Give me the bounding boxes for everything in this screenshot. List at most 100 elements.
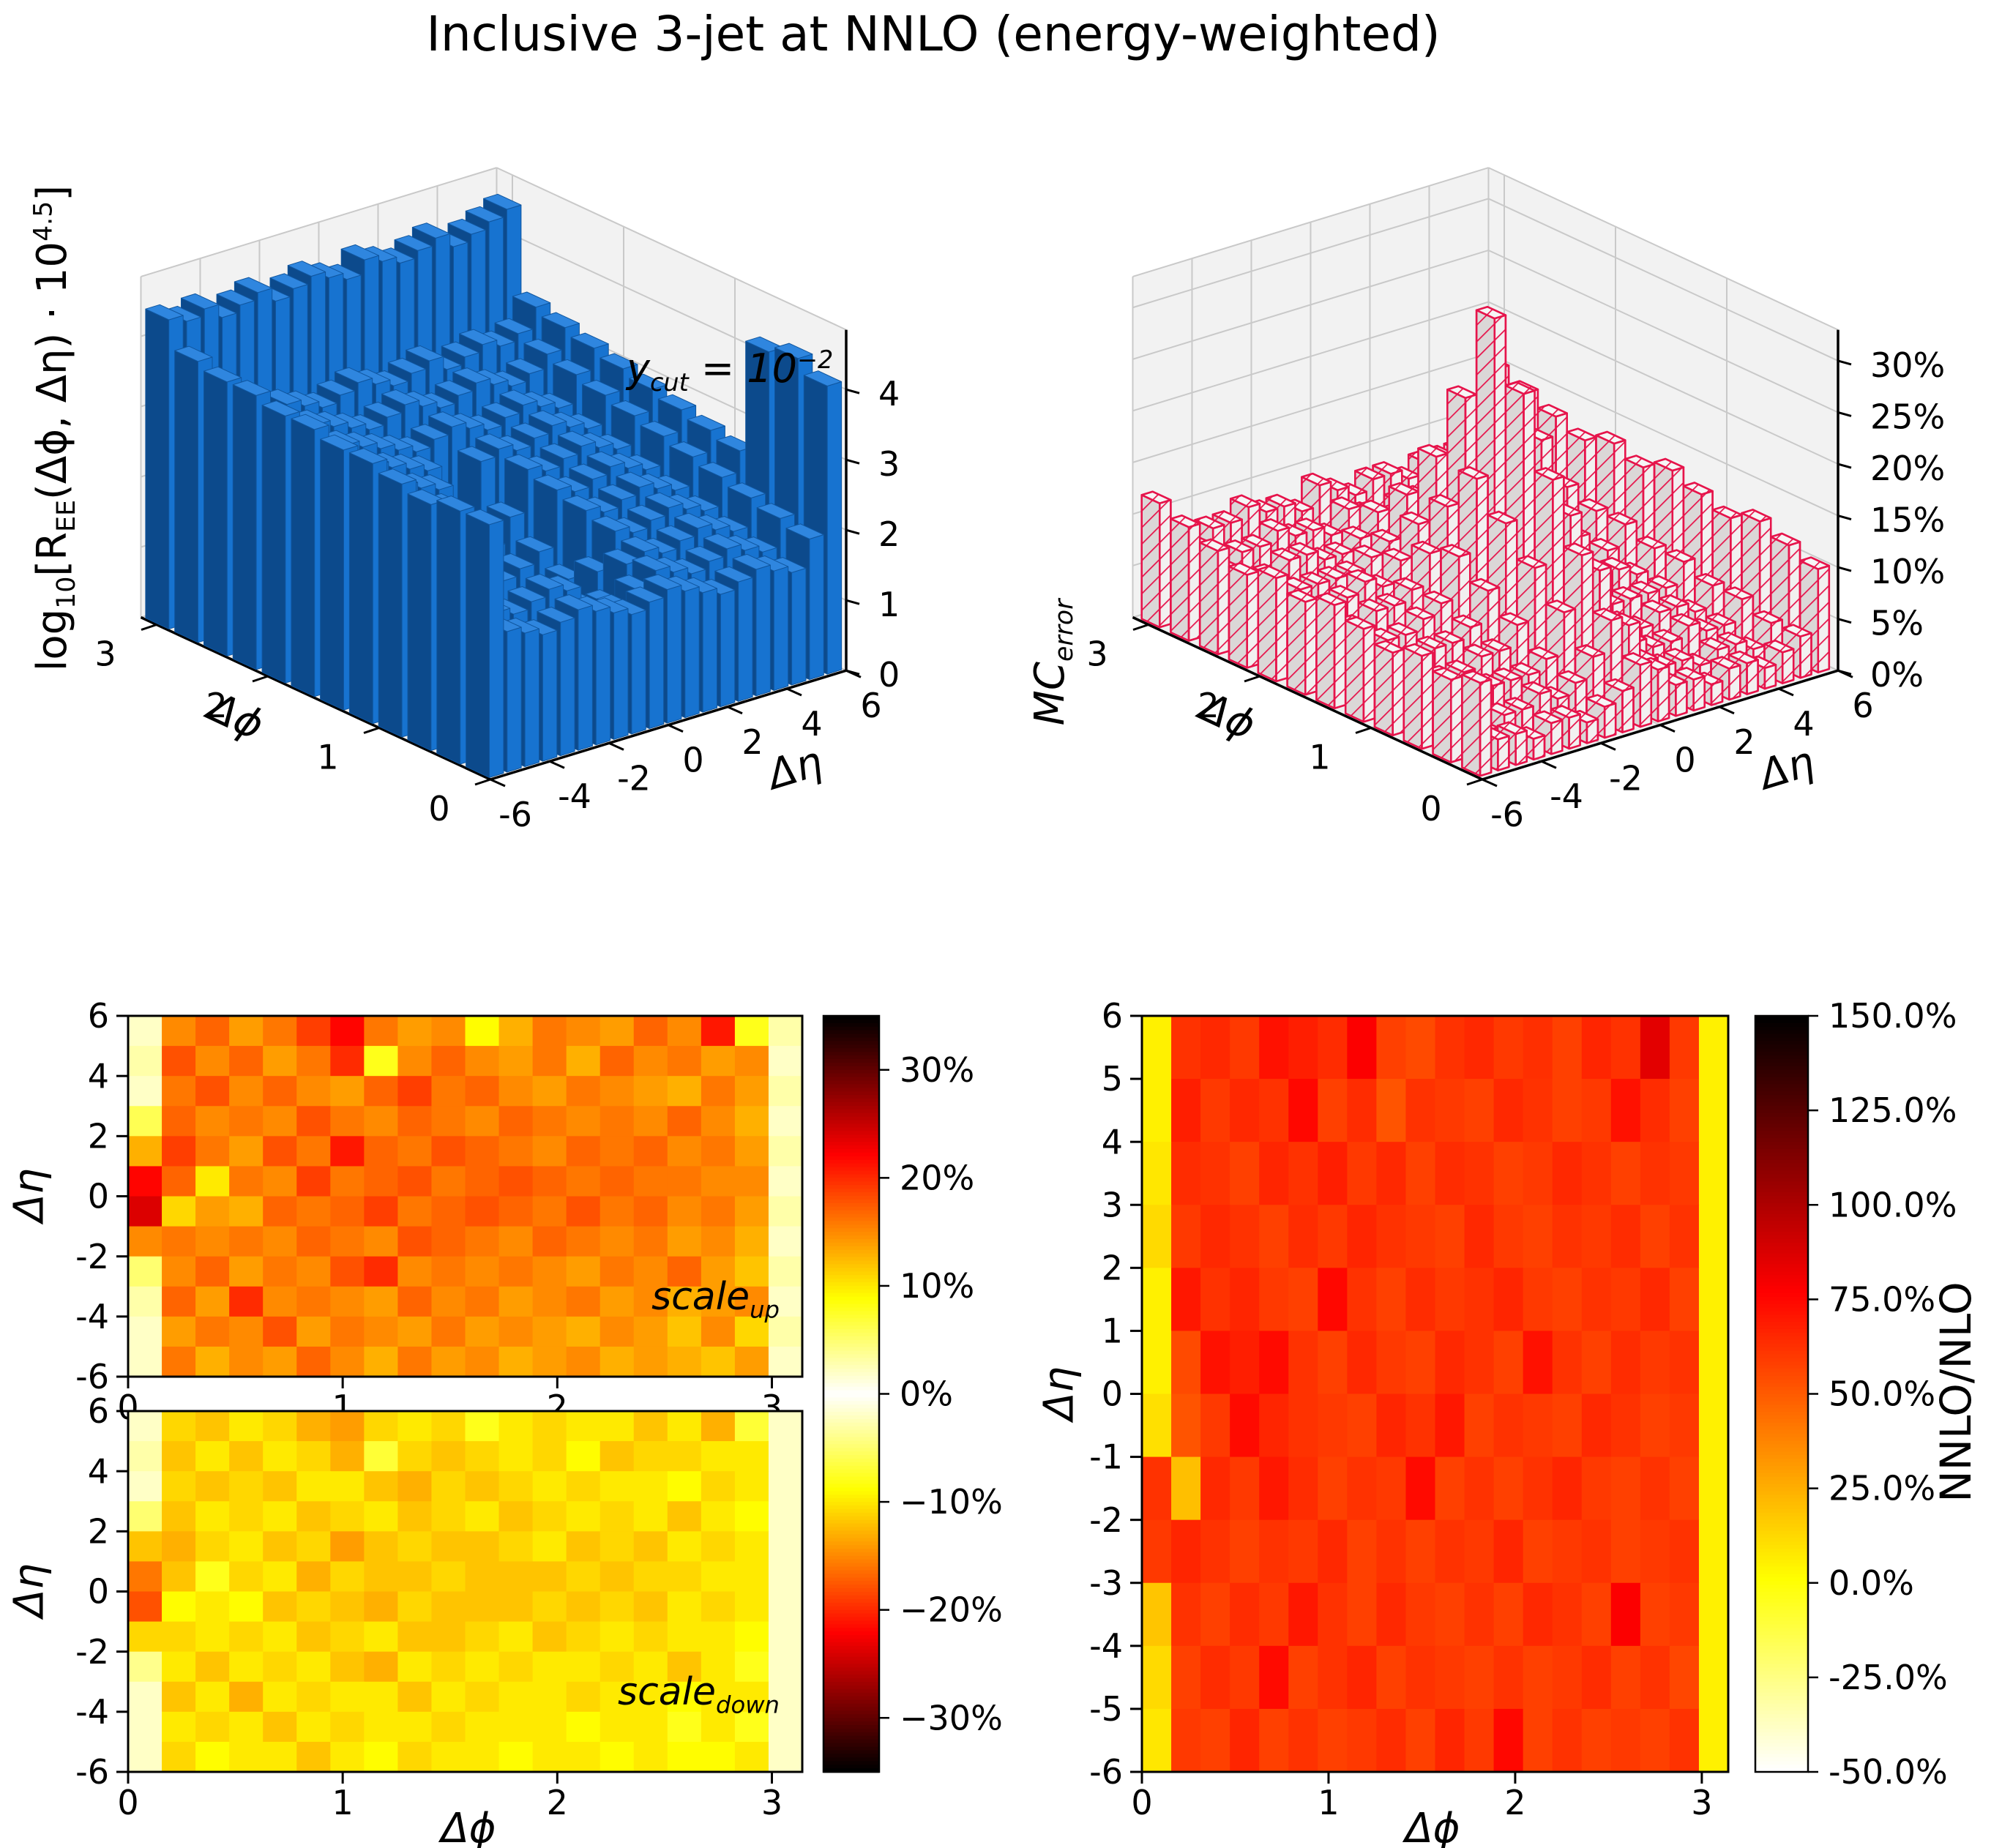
svg-text:-2: -2 (617, 758, 651, 798)
ycut-annotation: ycut = 10−2 (627, 345, 834, 397)
svg-text:-4: -4 (1089, 1626, 1123, 1666)
svg-text:25%: 25% (1870, 397, 1945, 436)
svg-text:100.0%: 100.0% (1829, 1185, 1957, 1224)
svg-text:-6: -6 (1089, 1752, 1123, 1792)
svg-text:6: 6 (88, 996, 109, 1036)
svg-text:4: 4 (1102, 1122, 1123, 1161)
svg-text:-3: -3 (1089, 1563, 1123, 1603)
ratio-ylabel: Δη (1035, 1366, 1083, 1421)
svg-text:0: 0 (1674, 741, 1695, 780)
svg-text:1: 1 (1309, 738, 1330, 777)
svg-text:-4: -4 (1550, 777, 1583, 816)
ratio-colorbar: 150.0% 125.0% 100.0% 75.0% 50.0% 25.0% 0.0% -25… (1754, 996, 1957, 1792)
svg-text:4: 4 (88, 1056, 109, 1096)
svg-text:0: 0 (878, 655, 900, 695)
scale-up-ylabel: Δη (5, 1168, 53, 1222)
svg-text:2: 2 (547, 1783, 568, 1822)
svg-text:20%: 20% (1870, 449, 1945, 488)
svg-text:3: 3 (94, 635, 116, 674)
svg-text:125.0%: 125.0% (1829, 1091, 1957, 1130)
svg-text:-6: -6 (498, 795, 532, 834)
svg-text:-4: -4 (75, 1297, 109, 1336)
svg-text:25.0%: 25.0% (1829, 1469, 1935, 1508)
svg-text:-5: -5 (1089, 1689, 1123, 1729)
svg-text:0: 0 (1131, 1783, 1152, 1822)
svg-text:0: 0 (117, 1783, 138, 1822)
svg-text:-2: -2 (1609, 758, 1643, 798)
scale-up-annotation: scaleup (651, 1275, 780, 1324)
svg-text:-1: -1 (1089, 1437, 1123, 1477)
scale-down-xlabel: Δϕ (441, 1805, 496, 1848)
svg-text:4: 4 (878, 374, 900, 414)
svg-text:2: 2 (742, 722, 763, 762)
svg-text:Δη: Δη (1752, 738, 1820, 800)
svg-text:0: 0 (682, 741, 703, 780)
svg-text:−10%: −10% (900, 1482, 1003, 1522)
svg-text:75.0%: 75.0% (1829, 1279, 1935, 1319)
svg-text:-6: -6 (75, 1752, 109, 1792)
svg-text:2: 2 (878, 515, 900, 554)
svg-text:30%: 30% (1870, 345, 1945, 385)
svg-text:-6: -6 (75, 1357, 109, 1396)
svg-text:6: 6 (860, 686, 881, 725)
svg-text:1: 1 (332, 1783, 354, 1822)
svg-text:2: 2 (1733, 722, 1755, 762)
svg-text:30%: 30% (900, 1050, 974, 1090)
scale-down-ylabel: Δη (5, 1563, 53, 1617)
svg-text:-25.0%: -25.0% (1829, 1658, 1948, 1697)
svg-text:−20%: −20% (900, 1590, 1003, 1630)
svg-text:2: 2 (88, 1116, 109, 1156)
svg-text:4: 4 (1793, 704, 1814, 744)
svg-text:6: 6 (1852, 686, 1873, 725)
svg-text:3: 3 (878, 444, 900, 484)
scale-down-annotation: scaledown (618, 1670, 780, 1719)
svg-text:3: 3 (1691, 1783, 1712, 1822)
svg-text:10%: 10% (900, 1266, 974, 1306)
svg-text:3: 3 (761, 1783, 783, 1822)
svg-text:1: 1 (317, 738, 338, 777)
ratio-colorbar-label: NNLO/NLO (1931, 1282, 1981, 1503)
svg-text:-50.0%: -50.0% (1829, 1752, 1948, 1792)
scale-colorbar: 30% 20% 10% 0% −10% −20% −30% (822, 1014, 1003, 1773)
svg-text:3: 3 (1086, 635, 1108, 674)
svg-text:−30%: −30% (900, 1698, 1003, 1737)
svg-text:0%: 0% (900, 1374, 953, 1414)
svg-text:0: 0 (88, 1177, 109, 1216)
svg-text:0: 0 (88, 1572, 109, 1612)
svg-text:-2: -2 (75, 1237, 109, 1276)
svg-text:2: 2 (1102, 1248, 1123, 1287)
svg-text:150.0%: 150.0% (1829, 996, 1957, 1036)
svg-text:1: 1 (878, 585, 900, 624)
svg-text:Δη: Δη (760, 738, 828, 800)
svg-text:5: 5 (1102, 1059, 1123, 1099)
svg-text:0%: 0% (1870, 655, 1924, 695)
svg-text:20%: 20% (900, 1158, 974, 1197)
svg-text:-2: -2 (1089, 1500, 1123, 1540)
svg-text:0: 0 (1420, 789, 1441, 828)
mc-error-zaxis-label: MCerror (1026, 599, 1080, 726)
svg-text:0: 0 (1102, 1374, 1123, 1414)
svg-text:4: 4 (88, 1451, 109, 1491)
svg-text:0.0%: 0.0% (1829, 1563, 1914, 1603)
svg-text:1: 1 (1102, 1312, 1123, 1351)
svg-text:50.0%: 50.0% (1829, 1374, 1935, 1414)
svg-text:2: 2 (206, 686, 227, 725)
ratio-xlabel: Δϕ (1405, 1805, 1460, 1848)
svg-text:10%: 10% (1870, 552, 1945, 591)
svg-text:2: 2 (88, 1511, 109, 1551)
figure-title: Inclusive 3-jet at NNLO (energy-weighted… (426, 6, 1441, 62)
svg-text:2: 2 (1504, 1783, 1525, 1822)
svg-text:1: 1 (1318, 1783, 1339, 1822)
svg-text:-4: -4 (75, 1692, 109, 1732)
svg-text:4: 4 (801, 704, 822, 744)
svg-text:-6: -6 (1490, 795, 1524, 834)
ree-zaxis-label: log10[REE(Δϕ, Δη) · 104.5] (28, 184, 82, 672)
svg-text:3: 3 (1102, 1185, 1123, 1224)
svg-text:2: 2 (1198, 686, 1219, 725)
